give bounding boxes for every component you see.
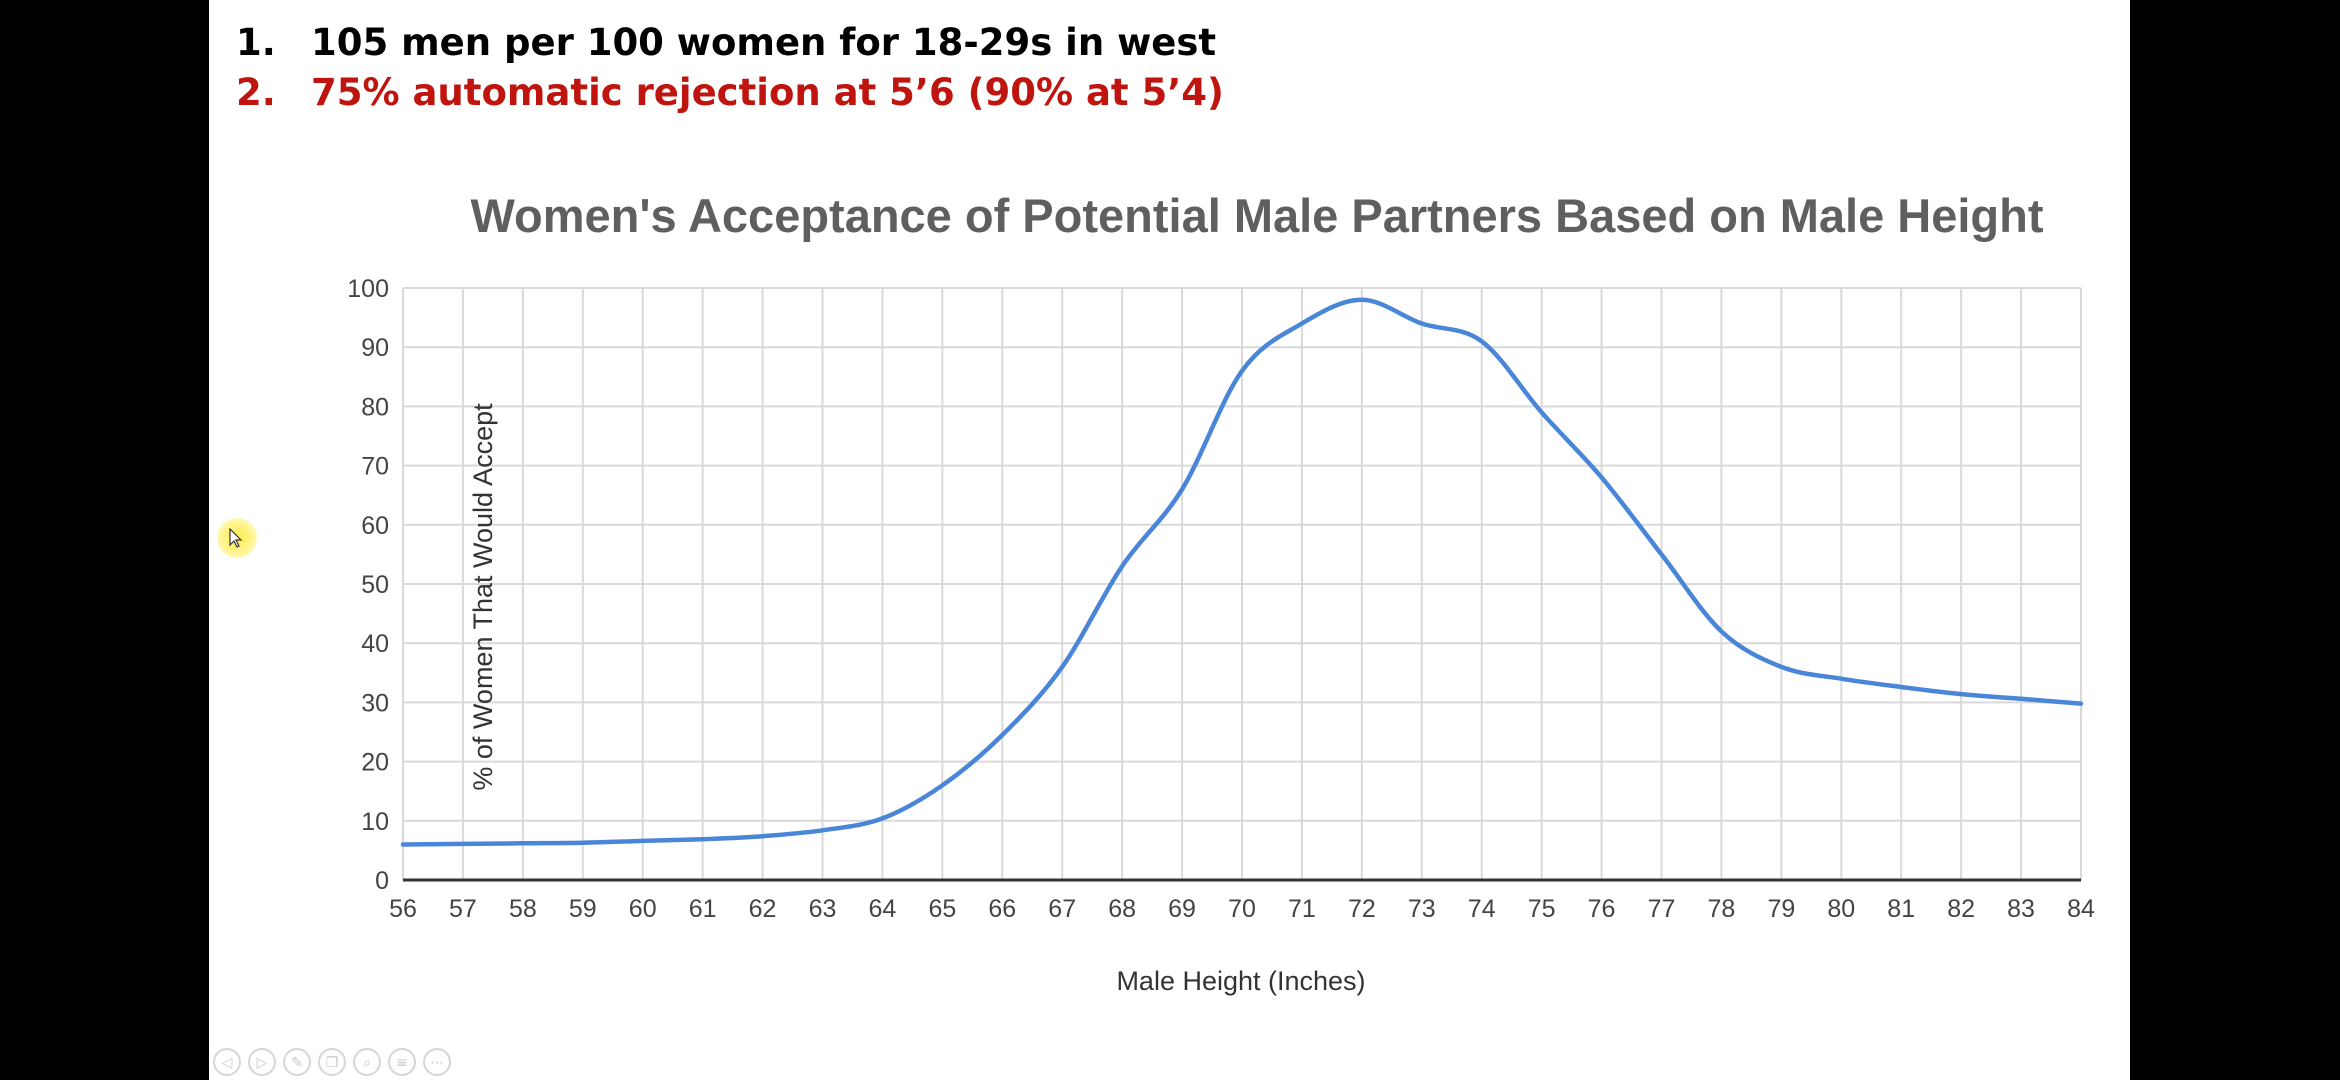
bullet-point-1: 1. 105 men per 100 women for 18-29s in w… [236, 18, 1224, 68]
x-tick-label: 72 [1348, 895, 1376, 923]
mouse-cursor-highlight [217, 518, 257, 558]
x-tick-label: 56 [389, 895, 417, 923]
more-icon[interactable]: ⋯ [423, 1048, 451, 1076]
x-tick-label: 66 [988, 895, 1016, 923]
x-tick-label: 65 [928, 895, 956, 923]
x-axis-ticks: 56 57 58 59 60 61 62 63 64 65 66 67 68 69 70 71 72 73 74 75… [389, 895, 2095, 923]
bullet-number-1: 1. [236, 21, 276, 64]
x-tick-label: 82 [1947, 895, 1975, 923]
x-tick-label: 75 [1528, 895, 1556, 923]
x-tick-label: 81 [1887, 895, 1915, 923]
y-tick-label: 90 [361, 334, 389, 362]
slideshow-controls: ◁ ▷ ✎ ❐ ⌕ ≡ ⋯ [213, 1048, 451, 1076]
x-tick-label: 60 [629, 895, 657, 923]
x-axis-label: Male Height (Inches) [1116, 966, 1365, 996]
x-tick-label: 59 [569, 895, 597, 923]
bullet-number-2: 2. [236, 71, 276, 114]
chart-grid [402, 287, 2082, 881]
x-tick-label: 58 [509, 895, 537, 923]
x-tick-label: 63 [809, 895, 837, 923]
x-tick-label: 80 [1827, 895, 1855, 923]
series-line [400, 297, 2084, 847]
y-tick-label: 40 [361, 630, 389, 658]
y-tick-label: 100 [347, 275, 389, 303]
x-tick-label: 68 [1108, 895, 1136, 923]
x-tick-label: 71 [1288, 895, 1316, 923]
x-tick-label: 61 [689, 895, 717, 923]
x-tick-label: 62 [749, 895, 777, 923]
previous-icon[interactable]: ◁ [213, 1048, 241, 1076]
x-tick-label: 73 [1408, 895, 1436, 923]
zoom-icon[interactable]: ⌕ [353, 1048, 381, 1076]
x-tick-label: 57 [449, 895, 477, 923]
chart-title: Women's Acceptance of Potential Male Par… [470, 189, 2043, 242]
y-tick-label: 20 [361, 749, 389, 777]
y-tick-label: 70 [361, 453, 389, 481]
bullet-text-1: 105 men per 100 women for 18-29s in west [311, 21, 1217, 64]
y-tick-label: 30 [361, 689, 389, 717]
copy-icon[interactable]: ❐ [318, 1048, 346, 1076]
menu-icon[interactable]: ≡ [388, 1048, 416, 1076]
next-icon[interactable]: ▷ [248, 1048, 276, 1076]
bullet-point-2: 2. 75% automatic rejection at 5’6 (90% a… [236, 68, 1224, 118]
y-tick-label: 80 [361, 393, 389, 421]
x-tick-label: 74 [1468, 895, 1496, 923]
y-tick-label: 50 [361, 571, 389, 599]
x-tick-label: 67 [1048, 895, 1076, 923]
y-axis-ticks: 0 10 20 30 40 50 60 70 80 90 100 [347, 275, 389, 895]
x-tick-label: 70 [1228, 895, 1256, 923]
x-tick-label: 76 [1588, 895, 1616, 923]
y-tick-label: 0 [375, 867, 389, 895]
bullet-text-2: 75% automatic rejection at 5’6 (90% at 5… [311, 71, 1224, 114]
x-tick-label: 77 [1648, 895, 1676, 923]
x-tick-label: 83 [2007, 895, 2035, 923]
x-tick-label: 84 [2067, 895, 2095, 923]
y-tick-label: 10 [361, 808, 389, 836]
x-tick-label: 78 [1708, 895, 1736, 923]
line-chart: Women's Acceptance of Potential Male Par… [347, 189, 2095, 996]
pen-icon[interactable]: ✎ [283, 1048, 311, 1076]
x-tick-label: 64 [869, 895, 897, 923]
bullet-list: 1. 105 men per 100 women for 18-29s in w… [236, 18, 1224, 118]
y-tick-label: 60 [361, 512, 389, 540]
x-tick-label: 69 [1168, 895, 1196, 923]
pointer-icon [229, 528, 243, 548]
series-group [400, 297, 2084, 847]
x-tick-label: 79 [1767, 895, 1795, 923]
y-axis-label: % of Women That Would Accept [468, 403, 498, 791]
slide: 1. 105 men per 100 women for 18-29s in w… [209, 0, 2130, 1080]
